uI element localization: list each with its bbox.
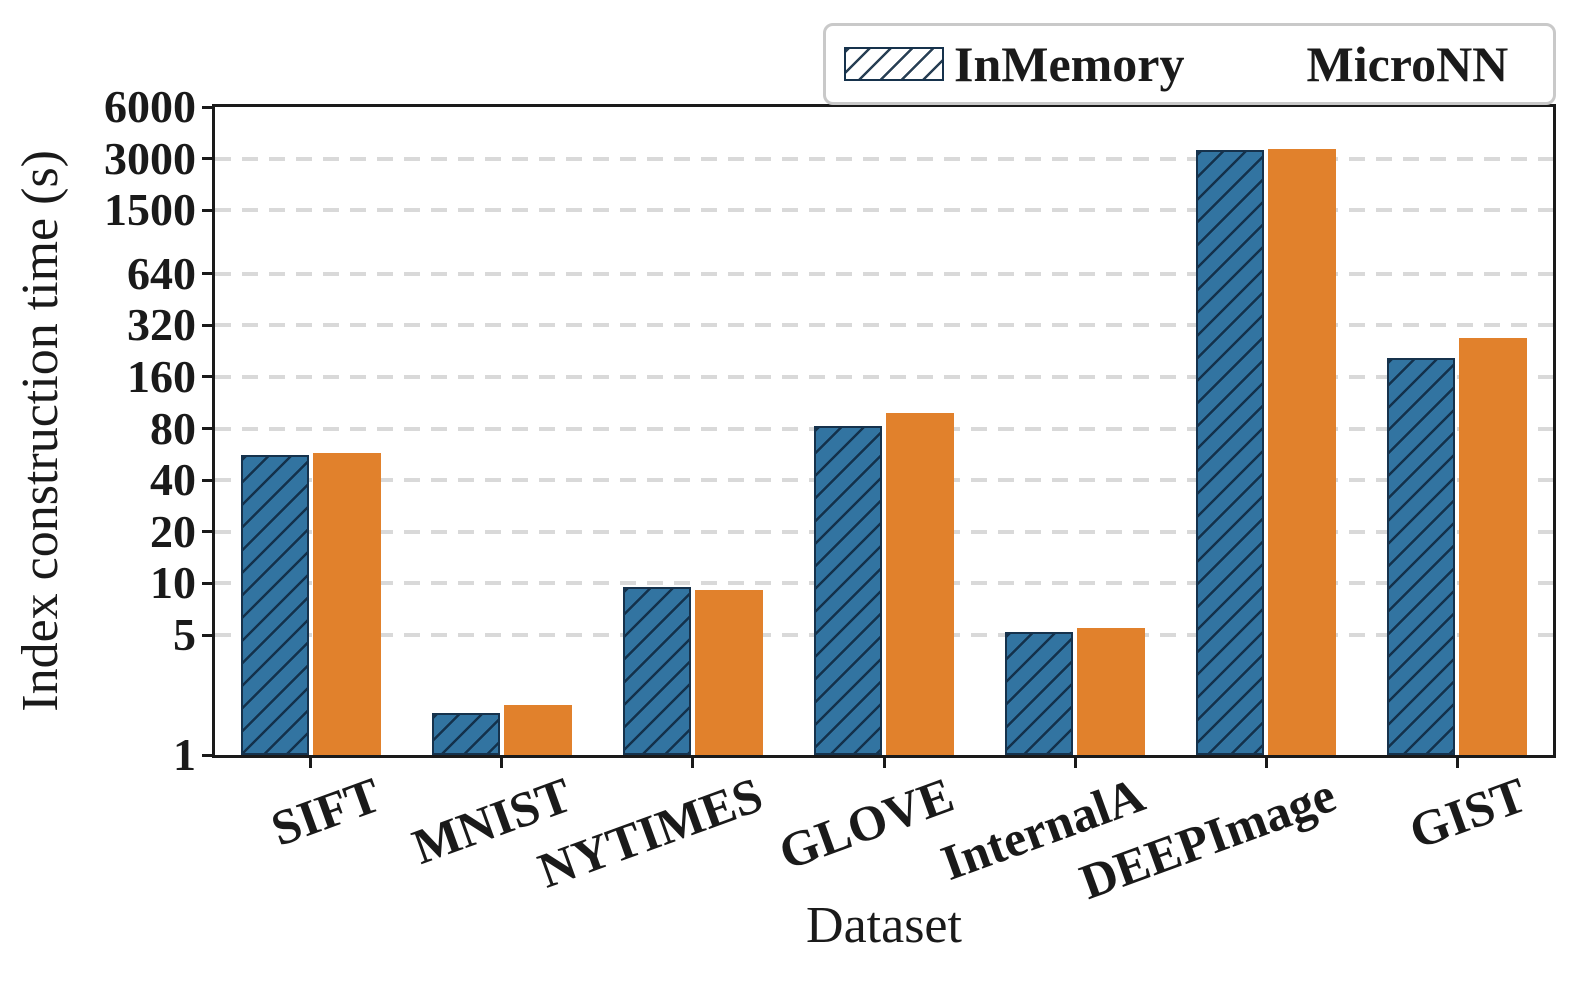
x-axis-label: Dataset: [806, 897, 962, 954]
y-tick-mark-1500: [202, 208, 215, 212]
bar-micronn-sift: [312, 452, 381, 755]
bar-micronn-nytimes: [694, 589, 763, 755]
y-tick-label-40: 40: [150, 454, 196, 506]
y-tick-mark-5: [202, 633, 215, 637]
bar-inmemory-mnist: [431, 713, 500, 755]
bar-micronn-internala: [1077, 628, 1146, 755]
x-tick-mark-nytimes: [691, 755, 695, 768]
y-tick-label-20: 20: [150, 505, 196, 557]
gridline-320: [215, 323, 1553, 328]
legend-label-micronn: MicroNN: [1306, 36, 1509, 92]
gridline-10: [215, 581, 1553, 586]
y-tick-label-1500: 1500: [104, 184, 196, 236]
y-tick-mark-1: [202, 753, 215, 757]
x-tick-mark-sift: [309, 755, 313, 768]
y-tick-label-5: 5: [173, 609, 196, 661]
bar-inmemory-internala: [1005, 632, 1074, 755]
y-tick-mark-320: [202, 323, 215, 327]
y-tick-mark-20: [202, 530, 215, 534]
y-tick-label-80: 80: [150, 402, 196, 454]
x-tick-mark-mnist: [500, 755, 504, 768]
gridline-40: [215, 478, 1553, 483]
x-tick-mark-internala: [1073, 755, 1077, 768]
x-tick-mark-gist: [1455, 755, 1459, 768]
x-tick-mark-deepimage: [1264, 755, 1268, 768]
bar-inmemory-glove: [814, 425, 882, 755]
y-tick-mark-640: [202, 272, 215, 276]
gridline-80: [215, 426, 1553, 431]
y-tick-label-160: 160: [127, 350, 196, 402]
y-tick-label-320: 320: [127, 299, 196, 351]
bar-micronn-mnist: [503, 705, 572, 755]
bar-micronn-gist: [1459, 337, 1528, 755]
legend-label-inmemory: InMemory: [954, 36, 1185, 92]
bar-inmemory-nytimes: [622, 587, 691, 755]
y-tick-mark-3000: [202, 157, 215, 161]
gridline-3000: [215, 156, 1553, 161]
y-axis-label: Index construction time (s): [11, 150, 69, 712]
gridline-1500: [215, 208, 1553, 213]
y-tick-mark-10: [202, 581, 215, 585]
y-axis-label-wrap: Index construction time (s): [10, 107, 70, 755]
gridline-20: [215, 529, 1553, 534]
bar-inmemory-gist: [1387, 357, 1456, 755]
y-tick-label-640: 640: [127, 247, 196, 299]
legend-swatch-inmemory: [844, 47, 944, 81]
bar-inmemory-sift: [240, 455, 309, 755]
bar-micronn-deepimage: [1268, 149, 1337, 755]
y-tick-mark-6000: [202, 105, 215, 109]
y-tick-label-6000: 6000: [104, 81, 196, 132]
gridline-160: [215, 374, 1553, 379]
gridline-5: [215, 633, 1553, 638]
y-tick-label-1: 1: [173, 729, 196, 780]
legend: InMemory MicroNN: [823, 23, 1556, 105]
legend-swatch-micronn: [1197, 47, 1297, 81]
bar-micronn-glove: [886, 413, 954, 755]
x-tick-mark-glove: [882, 755, 886, 768]
gridline-640: [215, 271, 1553, 276]
y-tick-label-10: 10: [150, 557, 196, 609]
y-tick-mark-80: [202, 427, 215, 431]
y-tick-mark-160: [202, 375, 215, 379]
y-tick-label-3000: 3000: [104, 132, 196, 184]
y-tick-mark-40: [202, 478, 215, 482]
bar-inmemory-deepimage: [1196, 150, 1265, 755]
